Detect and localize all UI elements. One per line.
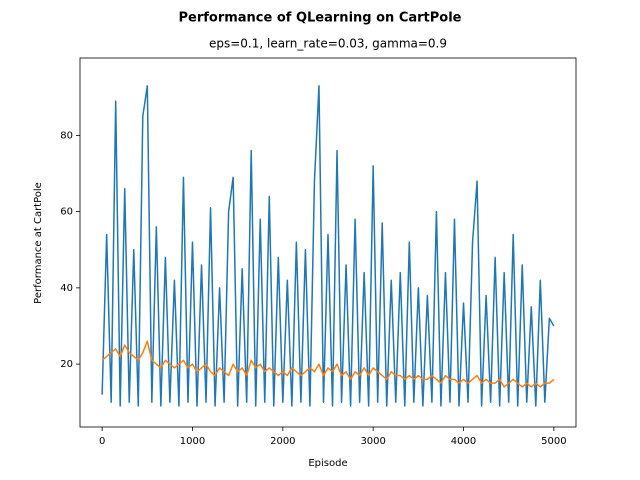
series-line [101, 85, 555, 407]
x-axis-label: Episode [308, 458, 347, 469]
x-tick-label: 1000 [180, 436, 205, 447]
x-tick-label: 2000 [270, 436, 295, 447]
series-line [101, 340, 555, 388]
y-axis-label: Performance at CartPole [33, 182, 44, 304]
x-tick-label: 0 [99, 436, 105, 447]
y-tick-label: 80 [60, 130, 73, 141]
chart-title: Performance of QLearning on CartPole [178, 11, 461, 26]
x-tick-label: 3000 [360, 436, 385, 447]
y-tick-label: 40 [60, 283, 73, 294]
x-tick-label: 5000 [541, 436, 566, 447]
chart-subtitle: eps=0.1, learn_rate=0.03, gamma=0.9 [209, 37, 447, 51]
x-tick-label: 4000 [451, 436, 476, 447]
y-tick-label: 60 [60, 207, 73, 218]
plot-frame [79, 57, 577, 428]
y-tick-label: 20 [60, 359, 73, 370]
